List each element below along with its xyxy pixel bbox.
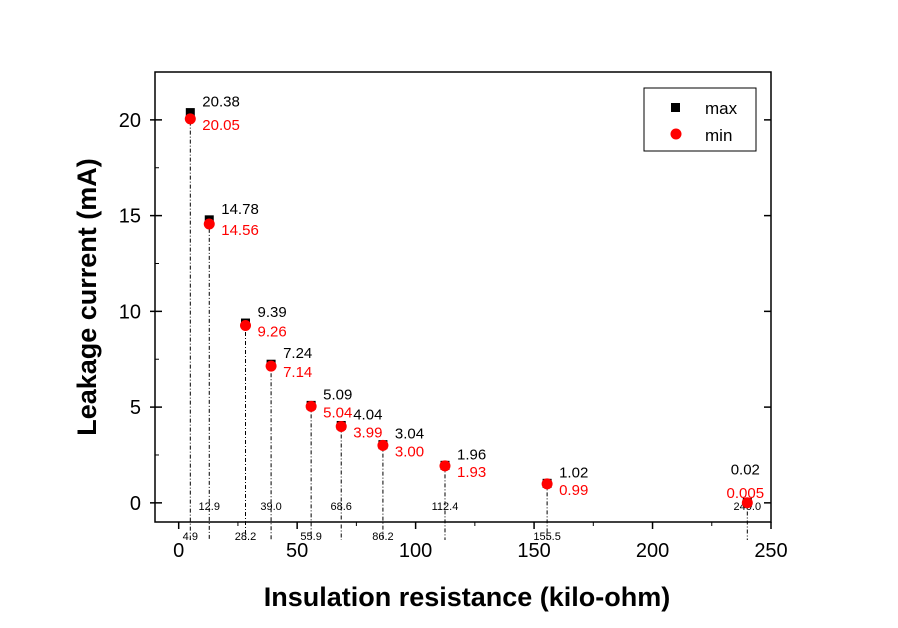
min-point xyxy=(240,320,252,332)
min-point xyxy=(305,400,317,412)
max-value-label: 20.38 xyxy=(202,94,240,111)
x-value-label: 12.9 xyxy=(199,501,220,513)
legend-min-marker xyxy=(670,128,682,140)
legend: max min xyxy=(643,87,757,152)
max-value-label: 14.78 xyxy=(221,201,259,218)
y-tick-label: 20 xyxy=(119,110,141,132)
x-tick-label: 150 xyxy=(517,540,550,562)
x-tick-label: 200 xyxy=(636,540,669,562)
y-axis-title: Leakage current (mA) xyxy=(72,158,102,436)
max-value-label: 5.09 xyxy=(323,386,352,403)
min-point xyxy=(541,478,553,490)
y-tick-label: 15 xyxy=(119,206,141,228)
max-value-label: 3.04 xyxy=(395,426,424,443)
x-value-label: 112.4 xyxy=(432,501,459,513)
x-axis-title: Insulation resistance (kilo-ohm) xyxy=(264,582,671,612)
data-markers xyxy=(184,108,753,509)
min-value-label: 0.005 xyxy=(727,485,765,502)
plot-frame xyxy=(154,71,772,523)
min-value-label: 7.14 xyxy=(283,364,312,381)
x-tick-label: 50 xyxy=(286,540,308,562)
min-value-label: 0.99 xyxy=(559,482,588,499)
min-point xyxy=(439,460,451,472)
x-value-label: 4.9 xyxy=(183,531,198,543)
x-value-label: 39.0 xyxy=(260,501,281,513)
min-value-label: 20.05 xyxy=(202,117,240,134)
x-value-label: 68.6 xyxy=(331,501,352,513)
y-axis: 0 5 10 15 20 xyxy=(119,110,771,515)
legend-min-label: min xyxy=(705,126,732,145)
max-value-label: 0.02 xyxy=(731,461,760,478)
max-value-label: 4.04 xyxy=(353,406,382,423)
x-tick-label: 0 xyxy=(173,540,184,562)
x-tick-label: 250 xyxy=(754,540,787,562)
min-value-label: 3.00 xyxy=(395,443,424,460)
legend-box xyxy=(643,87,757,152)
min-point xyxy=(335,420,347,432)
x-axis: 0 50 100 150 200 250 xyxy=(173,522,788,562)
min-point xyxy=(741,497,753,509)
max-value-label: 7.24 xyxy=(283,345,312,362)
min-value-label: 9.26 xyxy=(258,324,287,341)
min-point xyxy=(203,218,215,230)
legend-max-marker xyxy=(671,103,680,112)
min-value-label: 5.04 xyxy=(323,404,352,421)
min-point xyxy=(377,439,389,451)
drop-lines xyxy=(189,112,748,540)
y-tick-label: 5 xyxy=(130,397,141,419)
x-value-label: 86.2 xyxy=(372,531,393,543)
max-value-label: 1.02 xyxy=(559,464,588,481)
x-value-label: 55.9 xyxy=(300,531,321,543)
x-value-label: 28.2 xyxy=(235,531,256,543)
x-tick-label: 100 xyxy=(399,540,432,562)
x-value-label: 155.5 xyxy=(533,531,561,543)
legend-max-label: max xyxy=(705,99,738,118)
min-point xyxy=(184,113,196,125)
min-point xyxy=(265,360,277,372)
data-labels: 20.38 20.05 14.78 14.56 9.39 9.26 7.24 7.14 5.09… xyxy=(202,94,764,502)
max-point xyxy=(185,108,195,118)
min-value-label: 14.56 xyxy=(221,222,259,239)
y-tick-label: 10 xyxy=(119,301,141,323)
x-value-labels: 4.912.928.239.055.968.686.2112.4155.5240… xyxy=(183,501,761,543)
min-value-label: 3.99 xyxy=(353,424,382,441)
y-tick-label: 0 xyxy=(130,493,141,515)
min-value-label: 1.93 xyxy=(457,464,486,481)
max-value-label: 1.96 xyxy=(457,446,486,463)
max-value-label: 9.39 xyxy=(258,304,287,321)
